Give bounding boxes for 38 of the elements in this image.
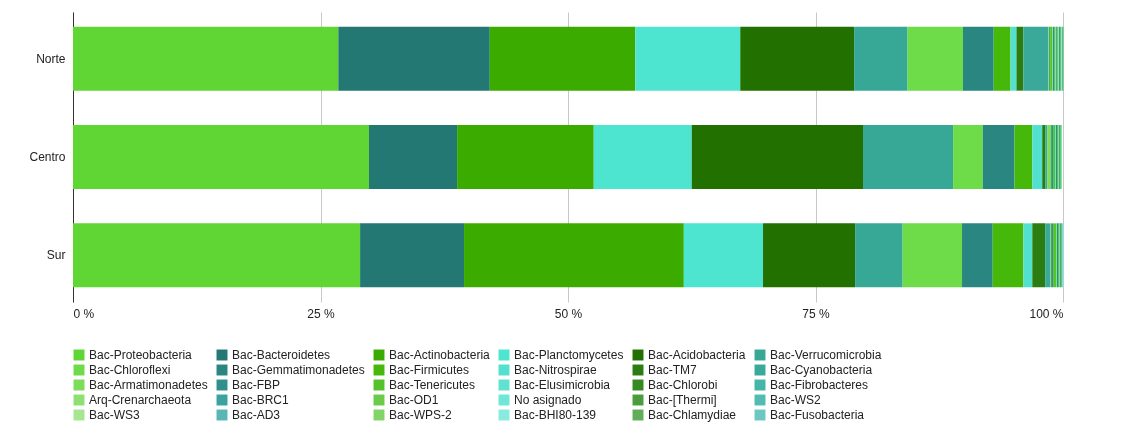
legend-label: Bac-[Thermi] xyxy=(648,393,717,407)
x-tick-label: 50 % xyxy=(554,306,583,321)
legend-label: Bac-WS2 xyxy=(770,393,821,407)
legend-label: Arq-Crenarchaeota xyxy=(89,393,192,407)
legend-label: Bac-TM7 xyxy=(648,363,697,377)
legend-label: Bac-Elusimicrobia xyxy=(514,378,611,392)
legend-label: Bac-Tenericutes xyxy=(389,378,476,392)
legend-label: Bac-Chlamydiae xyxy=(648,408,737,422)
x-tick-label: 75 % xyxy=(802,306,830,321)
legend-label: Bac-Fusobacteria xyxy=(770,408,865,422)
legend-label: Bac-OD1 xyxy=(389,393,439,407)
legend-label: Bac-Proteobacteria xyxy=(89,348,193,362)
legend-label: Bac-WPS-2 xyxy=(389,408,452,422)
legend-label: Bac-BHI80-139 xyxy=(514,408,597,422)
legend-label: Bac-Verrucomicrobia xyxy=(770,348,882,362)
legend-label: Bac-Cyanobacteria xyxy=(770,363,873,377)
legend-label: Bac-AD3 xyxy=(232,408,281,422)
legend-label: Bac-Gemmatimonadetes xyxy=(232,363,365,377)
x-tick-label: 25 % xyxy=(307,306,335,321)
legend-label: Bac-Chloroflexi xyxy=(89,363,171,377)
legend-label: Bac-Fibrobacteres xyxy=(770,378,869,392)
legend-label: Bac-Actinobacteria xyxy=(389,348,491,362)
x-tick-label: 100 % xyxy=(1029,306,1064,321)
legend-label: Bac-WS3 xyxy=(89,408,140,422)
y-tick-label: Norte xyxy=(36,51,66,66)
legend-label: Bac-Acidobacteria xyxy=(648,348,746,362)
y-tick-label: Sur xyxy=(46,248,66,263)
legend-label: Bac-Chlorobi xyxy=(648,378,718,392)
legend-label: Bac-Nitrospirae xyxy=(514,363,598,377)
legend-label: No asignado xyxy=(514,393,582,407)
legend-label: Bac-Armatimonadetes xyxy=(89,378,208,392)
legend-label: Bac-Firmicutes xyxy=(389,363,470,377)
legend-label: Bac-Planctomycetes xyxy=(514,348,624,362)
y-tick-label: Centro xyxy=(29,150,66,164)
x-tick-label: 0 % xyxy=(73,306,95,321)
legend-label: Bac-BRC1 xyxy=(232,393,290,407)
legend-label: Bac-FBP xyxy=(232,378,281,392)
legend-label: Bac-Bacteroidetes xyxy=(232,348,331,362)
